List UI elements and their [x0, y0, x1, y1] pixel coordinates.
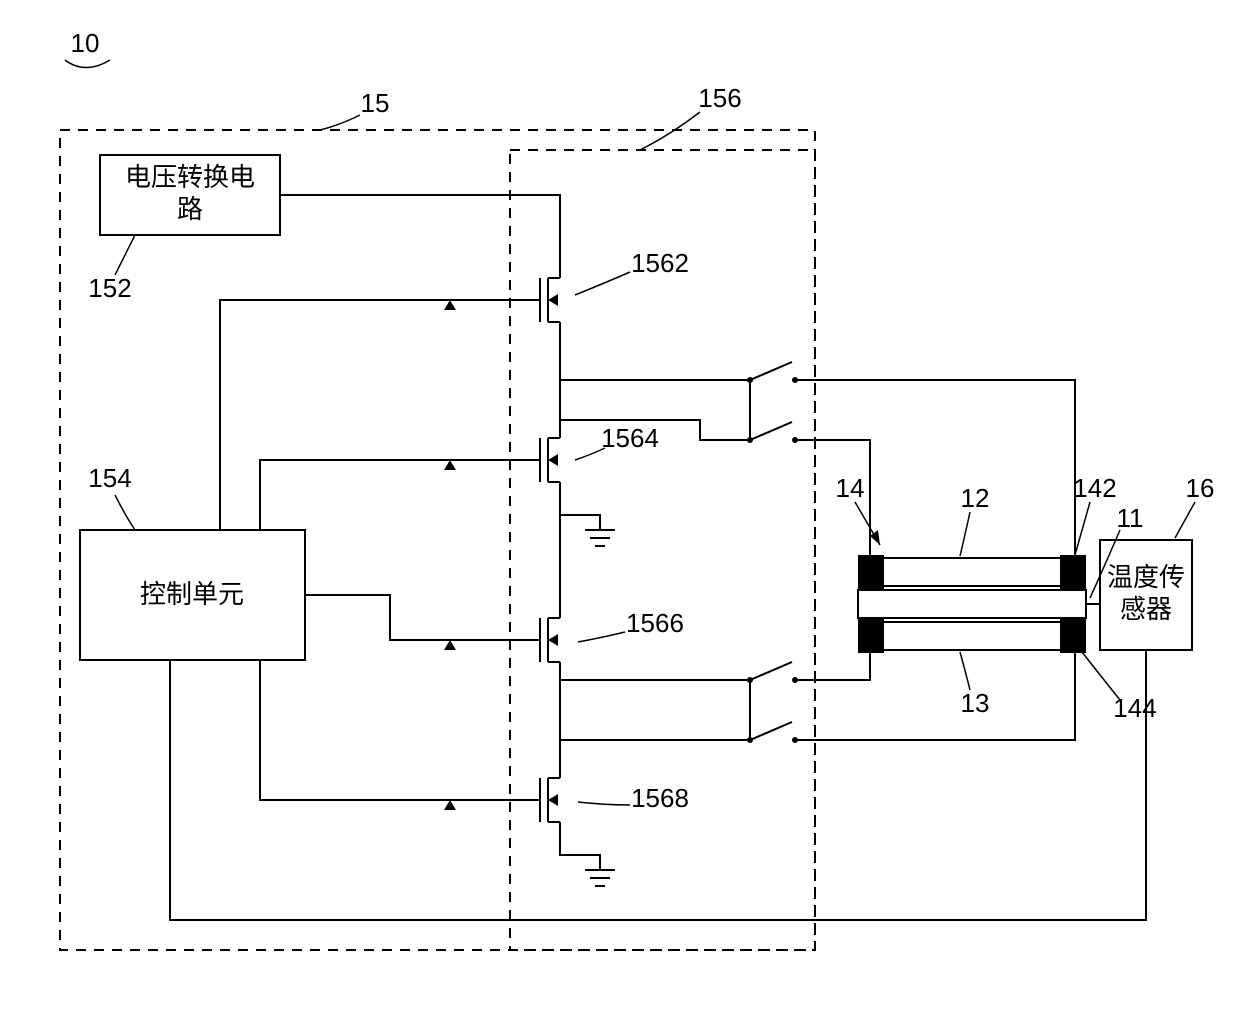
transistor-t3 — [515, 600, 560, 680]
ref-144: 144 — [1113, 693, 1156, 723]
wire-t2-gnd — [560, 500, 600, 530]
node-arrow-t3 — [444, 640, 456, 650]
switch-bot-inner — [747, 662, 798, 683]
voltage-converter-block: 电压转换电 路 — [100, 155, 280, 235]
ground-lower-icon — [585, 870, 615, 886]
leader-16 — [1175, 502, 1195, 538]
transistor-t4 — [515, 760, 560, 840]
leader-14-arrow — [870, 530, 880, 545]
ref-10: 10 — [71, 28, 100, 58]
leader-13 — [960, 652, 970, 690]
voltage-converter-label-l2: 路 — [177, 195, 203, 224]
wire-t4-gnd — [560, 840, 600, 870]
switch-bot-outer — [747, 722, 798, 743]
ref-1566: 1566 — [626, 608, 684, 638]
temp-sensor-label-l1: 温度传 — [1107, 563, 1185, 592]
control-unit-label: 控制单元 — [140, 580, 244, 609]
switch-top-outer — [747, 362, 798, 383]
control-unit-block: 控制单元 — [80, 530, 305, 660]
ground-upper-icon — [585, 530, 615, 546]
wire-swbot-inner-to-dev — [795, 650, 870, 680]
wire-swbot-outer-to-dev — [795, 650, 1075, 740]
voltage-converter-label-l1: 电压转换电 — [125, 163, 255, 192]
ref-154: 154 — [88, 463, 131, 493]
leader-10 — [65, 60, 110, 68]
wire-ctrl-t3 — [305, 595, 515, 640]
leader-144 — [1082, 652, 1120, 700]
ref-13: 13 — [961, 688, 990, 718]
leader-1564 — [575, 448, 605, 460]
leader-152 — [115, 235, 135, 275]
switch-top-inner — [747, 422, 798, 443]
leader-1568 — [578, 802, 630, 805]
wire-vconv-to-bus — [280, 195, 560, 260]
ref-16: 16 — [1186, 473, 1215, 503]
wire-swtop-outer-to-dev — [795, 380, 1075, 558]
leader-12 — [960, 512, 970, 556]
temp-sensor-label-l2: 感器 — [1120, 595, 1172, 624]
wire-ctrl-t1 — [220, 300, 515, 530]
wire-ctrl-t4 — [260, 660, 515, 800]
temp-sensor-block: 温度传 感器 — [1100, 540, 1192, 650]
ref-1562: 1562 — [631, 248, 689, 278]
transistor-t2 — [515, 420, 560, 500]
leader-1562 — [575, 272, 630, 295]
node-arrow-t1 — [444, 300, 456, 310]
leader-142 — [1075, 502, 1090, 555]
ref-12: 12 — [961, 483, 990, 513]
leader-1566 — [578, 632, 625, 642]
ref-11: 11 — [1117, 503, 1144, 533]
transistor-t1 — [515, 260, 560, 340]
ref-1564: 1564 — [601, 423, 659, 453]
node-arrow-t2 — [444, 460, 456, 470]
leader-15 — [320, 115, 360, 130]
ref-156: 156 — [698, 83, 741, 113]
leader-154 — [115, 495, 135, 530]
ref-1568: 1568 — [631, 783, 689, 813]
node-arrow-t4 — [444, 800, 456, 810]
wire-ctrl-t2 — [260, 460, 515, 530]
ref-14: 14 — [836, 473, 865, 503]
ref-152: 152 — [88, 273, 131, 303]
ref-15: 15 — [361, 88, 390, 118]
ref-142: 142 — [1073, 473, 1116, 503]
device-14 — [858, 555, 1086, 653]
